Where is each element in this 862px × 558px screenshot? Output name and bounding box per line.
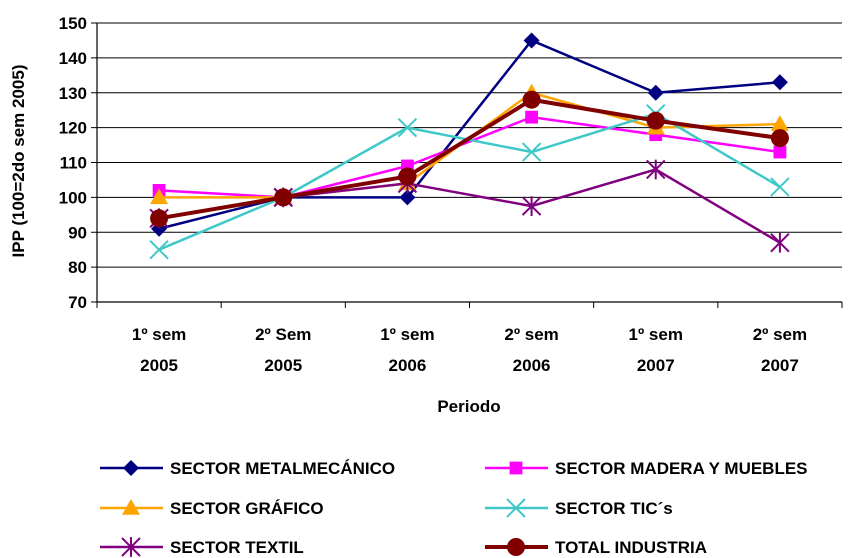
x-tick-label: 2007	[761, 356, 799, 375]
legend-item: SECTOR TIC´s	[485, 498, 673, 518]
x-tick-label: 1º sem	[380, 325, 434, 344]
legend-label: SECTOR GRÁFICO	[170, 499, 324, 518]
legend-marker	[123, 460, 139, 476]
y-tick-labels: 70 80 90 100 110 120 130 140 150	[59, 14, 87, 312]
x-tick-labels: 1º sem 2005 2º Sem 2005 1º sem 2006 2º sem 2006…	[132, 325, 807, 375]
legend-marker	[122, 499, 140, 515]
x-tick-label: 2005	[264, 356, 302, 375]
data-point	[773, 145, 787, 159]
x-tick-label: 2º sem	[753, 325, 807, 344]
axes	[96, 23, 843, 308]
y-tick-label: 130	[59, 84, 87, 103]
legend: SECTOR METALMECÁNICO SECTOR MADERA Y MUEB…	[100, 459, 808, 557]
data-point	[770, 232, 790, 253]
data-point	[523, 32, 540, 49]
data-point	[274, 188, 293, 207]
legend-label: SECTOR TIC´s	[555, 499, 673, 518]
x-tick-label: 2006	[389, 356, 427, 375]
x-tick-label: 2007	[637, 356, 675, 375]
y-tick-label: 110	[60, 154, 87, 173]
x-tick-label: 2006	[513, 356, 551, 375]
series-line	[158, 39, 781, 230]
data-point	[770, 129, 789, 148]
y-tick-label: 140	[59, 49, 87, 68]
data-point	[398, 167, 417, 186]
legend-marker	[509, 461, 523, 475]
series-line	[158, 97, 781, 221]
x-axis-title: Periodo	[437, 397, 500, 416]
legend-item: SECTOR MADERA Y MUEBLES	[485, 459, 808, 478]
legend-marker	[121, 537, 141, 557]
series-line	[158, 112, 781, 251]
legend-marker	[507, 538, 525, 556]
data-point	[646, 111, 665, 130]
data-point	[646, 159, 666, 180]
series-3	[150, 83, 789, 205]
series-6	[150, 90, 789, 228]
data-point	[770, 115, 789, 131]
series-lines	[149, 32, 790, 260]
x-tick-label: 2005	[140, 356, 178, 375]
y-tick-label: 70	[68, 293, 87, 312]
y-tick-label: 80	[68, 258, 87, 277]
data-point	[525, 110, 538, 124]
y-tick-label: 120	[59, 119, 87, 138]
data-point	[150, 209, 169, 228]
data-point	[149, 239, 169, 260]
legend-item: TOTAL INDUSTRIA	[485, 538, 707, 557]
data-point	[647, 84, 664, 101]
legend-marker	[506, 498, 526, 518]
data-point	[521, 142, 542, 162]
y-tick-label: 150	[59, 14, 87, 33]
data-point	[397, 117, 418, 138]
legend-label: SECTOR MADERA Y MUEBLES	[555, 459, 808, 478]
y-tick-label: 90	[68, 223, 87, 242]
legend-label: SECTOR TEXTIL	[170, 538, 304, 557]
data-point	[399, 189, 416, 206]
x-tick-label: 1º sem	[132, 325, 186, 344]
legend-item: SECTOR METALMECÁNICO	[100, 459, 395, 478]
series-line	[159, 91, 780, 199]
data-point	[150, 188, 169, 205]
data-point	[522, 90, 541, 109]
gridlines	[91, 22, 842, 303]
data-point	[771, 74, 788, 91]
y-tick-label: 100	[59, 188, 87, 207]
data-point	[770, 177, 790, 197]
data-point	[521, 196, 542, 216]
legend-item: SECTOR GRÁFICO	[100, 499, 324, 518]
legend-label: TOTAL INDUSTRIA	[555, 538, 707, 557]
legend-item: SECTOR TEXTIL	[100, 537, 304, 557]
y-axis-title: IPP (100=2do sem 2005)	[9, 65, 28, 258]
x-tick-label: 2º sem	[504, 325, 558, 344]
series-line	[159, 115, 781, 199]
x-tick-label: 1º sem	[629, 325, 683, 344]
legend-label: SECTOR METALMECÁNICO	[170, 459, 395, 478]
x-tick-label: 2º Sem	[255, 325, 311, 344]
